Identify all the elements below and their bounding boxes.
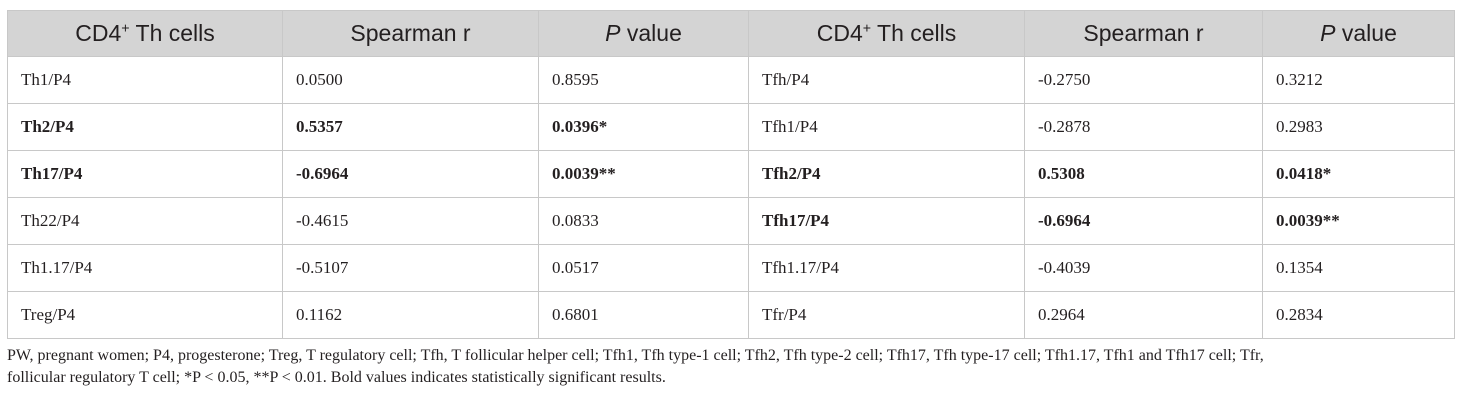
left-spearman-r: -0.4615 (282, 197, 539, 245)
right-p-value: 0.1354 (1262, 244, 1455, 292)
left-cell-type: Th22/P4 (7, 197, 283, 245)
footnote-line-2: follicular regulatory T cell; *P < 0.05,… (7, 369, 666, 386)
right-spearman-r: 0.5308 (1024, 150, 1263, 198)
header-p-value-left: P value (538, 10, 749, 57)
left-p-value: 0.0396* (538, 103, 749, 151)
left-spearman-r: 0.5357 (282, 103, 539, 151)
left-cell-type: Th1/P4 (7, 56, 283, 104)
header-p-value-right: P value (1262, 10, 1455, 57)
header-spearman-r-left: Spearman r (282, 10, 539, 57)
header-cd4-th-cells-right: CD4+ Th cells (748, 10, 1025, 57)
right-spearman-r: -0.4039 (1024, 244, 1263, 292)
left-p-value: 0.0517 (538, 244, 749, 292)
right-p-value: 0.2834 (1262, 291, 1455, 339)
right-spearman-r: -0.2878 (1024, 103, 1263, 151)
left-spearman-r: 0.1162 (282, 291, 539, 339)
right-p-value: 0.0039** (1262, 197, 1455, 245)
left-p-value: 0.8595 (538, 56, 749, 104)
table-row: Th17/P4 -0.6964 0.0039** Tfh2/P4 0.5308 … (7, 150, 1455, 198)
table-footnote: PW, pregnant women; P4, progesterone; Tr… (7, 345, 1454, 389)
right-spearman-r: -0.2750 (1024, 56, 1263, 104)
left-p-value: 0.6801 (538, 291, 749, 339)
right-cell-type: Tfh1/P4 (748, 103, 1025, 151)
right-p-value: 0.2983 (1262, 103, 1455, 151)
left-cell-type: Treg/P4 (7, 291, 283, 339)
right-cell-type: Tfh1.17/P4 (748, 244, 1025, 292)
right-spearman-r: -0.6964 (1024, 197, 1263, 245)
left-spearman-r: -0.6964 (282, 150, 539, 198)
table-body: Th1/P4 0.0500 0.8595 Tfh/P4 -0.2750 0.32… (7, 56, 1455, 339)
left-spearman-r: -0.5107 (282, 244, 539, 292)
correlation-table: CD4+ Th cells Spearman r P value CD4+ Th… (7, 10, 1455, 339)
header-spearman-r-right: Spearman r (1024, 10, 1263, 57)
table-row: Th2/P4 0.5357 0.0396* Tfh1/P4 -0.2878 0.… (7, 103, 1455, 151)
table-row: Th1/P4 0.0500 0.8595 Tfh/P4 -0.2750 0.32… (7, 56, 1455, 104)
left-p-value: 0.0833 (538, 197, 749, 245)
header-cd4-th-cells-left: CD4+ Th cells (7, 10, 283, 57)
table-row: Th1.17/P4 -0.5107 0.0517 Tfh1.17/P4 -0.4… (7, 244, 1455, 292)
right-cell-type: Tfh/P4 (748, 56, 1025, 104)
left-spearman-r: 0.0500 (282, 56, 539, 104)
footnote-line-1: PW, pregnant women; P4, progesterone; Tr… (7, 347, 1264, 364)
right-p-value: 0.3212 (1262, 56, 1455, 104)
header-row: CD4+ Th cells Spearman r P value CD4+ Th… (7, 10, 1455, 57)
left-cell-type: Th17/P4 (7, 150, 283, 198)
right-p-value: 0.0418* (1262, 150, 1455, 198)
left-cell-type: Th1.17/P4 (7, 244, 283, 292)
left-cell-type: Th2/P4 (7, 103, 283, 151)
left-p-value: 0.0039** (538, 150, 749, 198)
table-header: CD4+ Th cells Spearman r P value CD4+ Th… (7, 10, 1455, 57)
right-spearman-r: 0.2964 (1024, 291, 1263, 339)
table-row: Th22/P4 -0.4615 0.0833 Tfh17/P4 -0.6964 … (7, 197, 1455, 245)
right-cell-type: Tfh2/P4 (748, 150, 1025, 198)
table-row: Treg/P4 0.1162 0.6801 Tfr/P4 0.2964 0.28… (7, 291, 1455, 339)
right-cell-type: Tfh17/P4 (748, 197, 1025, 245)
right-cell-type: Tfr/P4 (748, 291, 1025, 339)
